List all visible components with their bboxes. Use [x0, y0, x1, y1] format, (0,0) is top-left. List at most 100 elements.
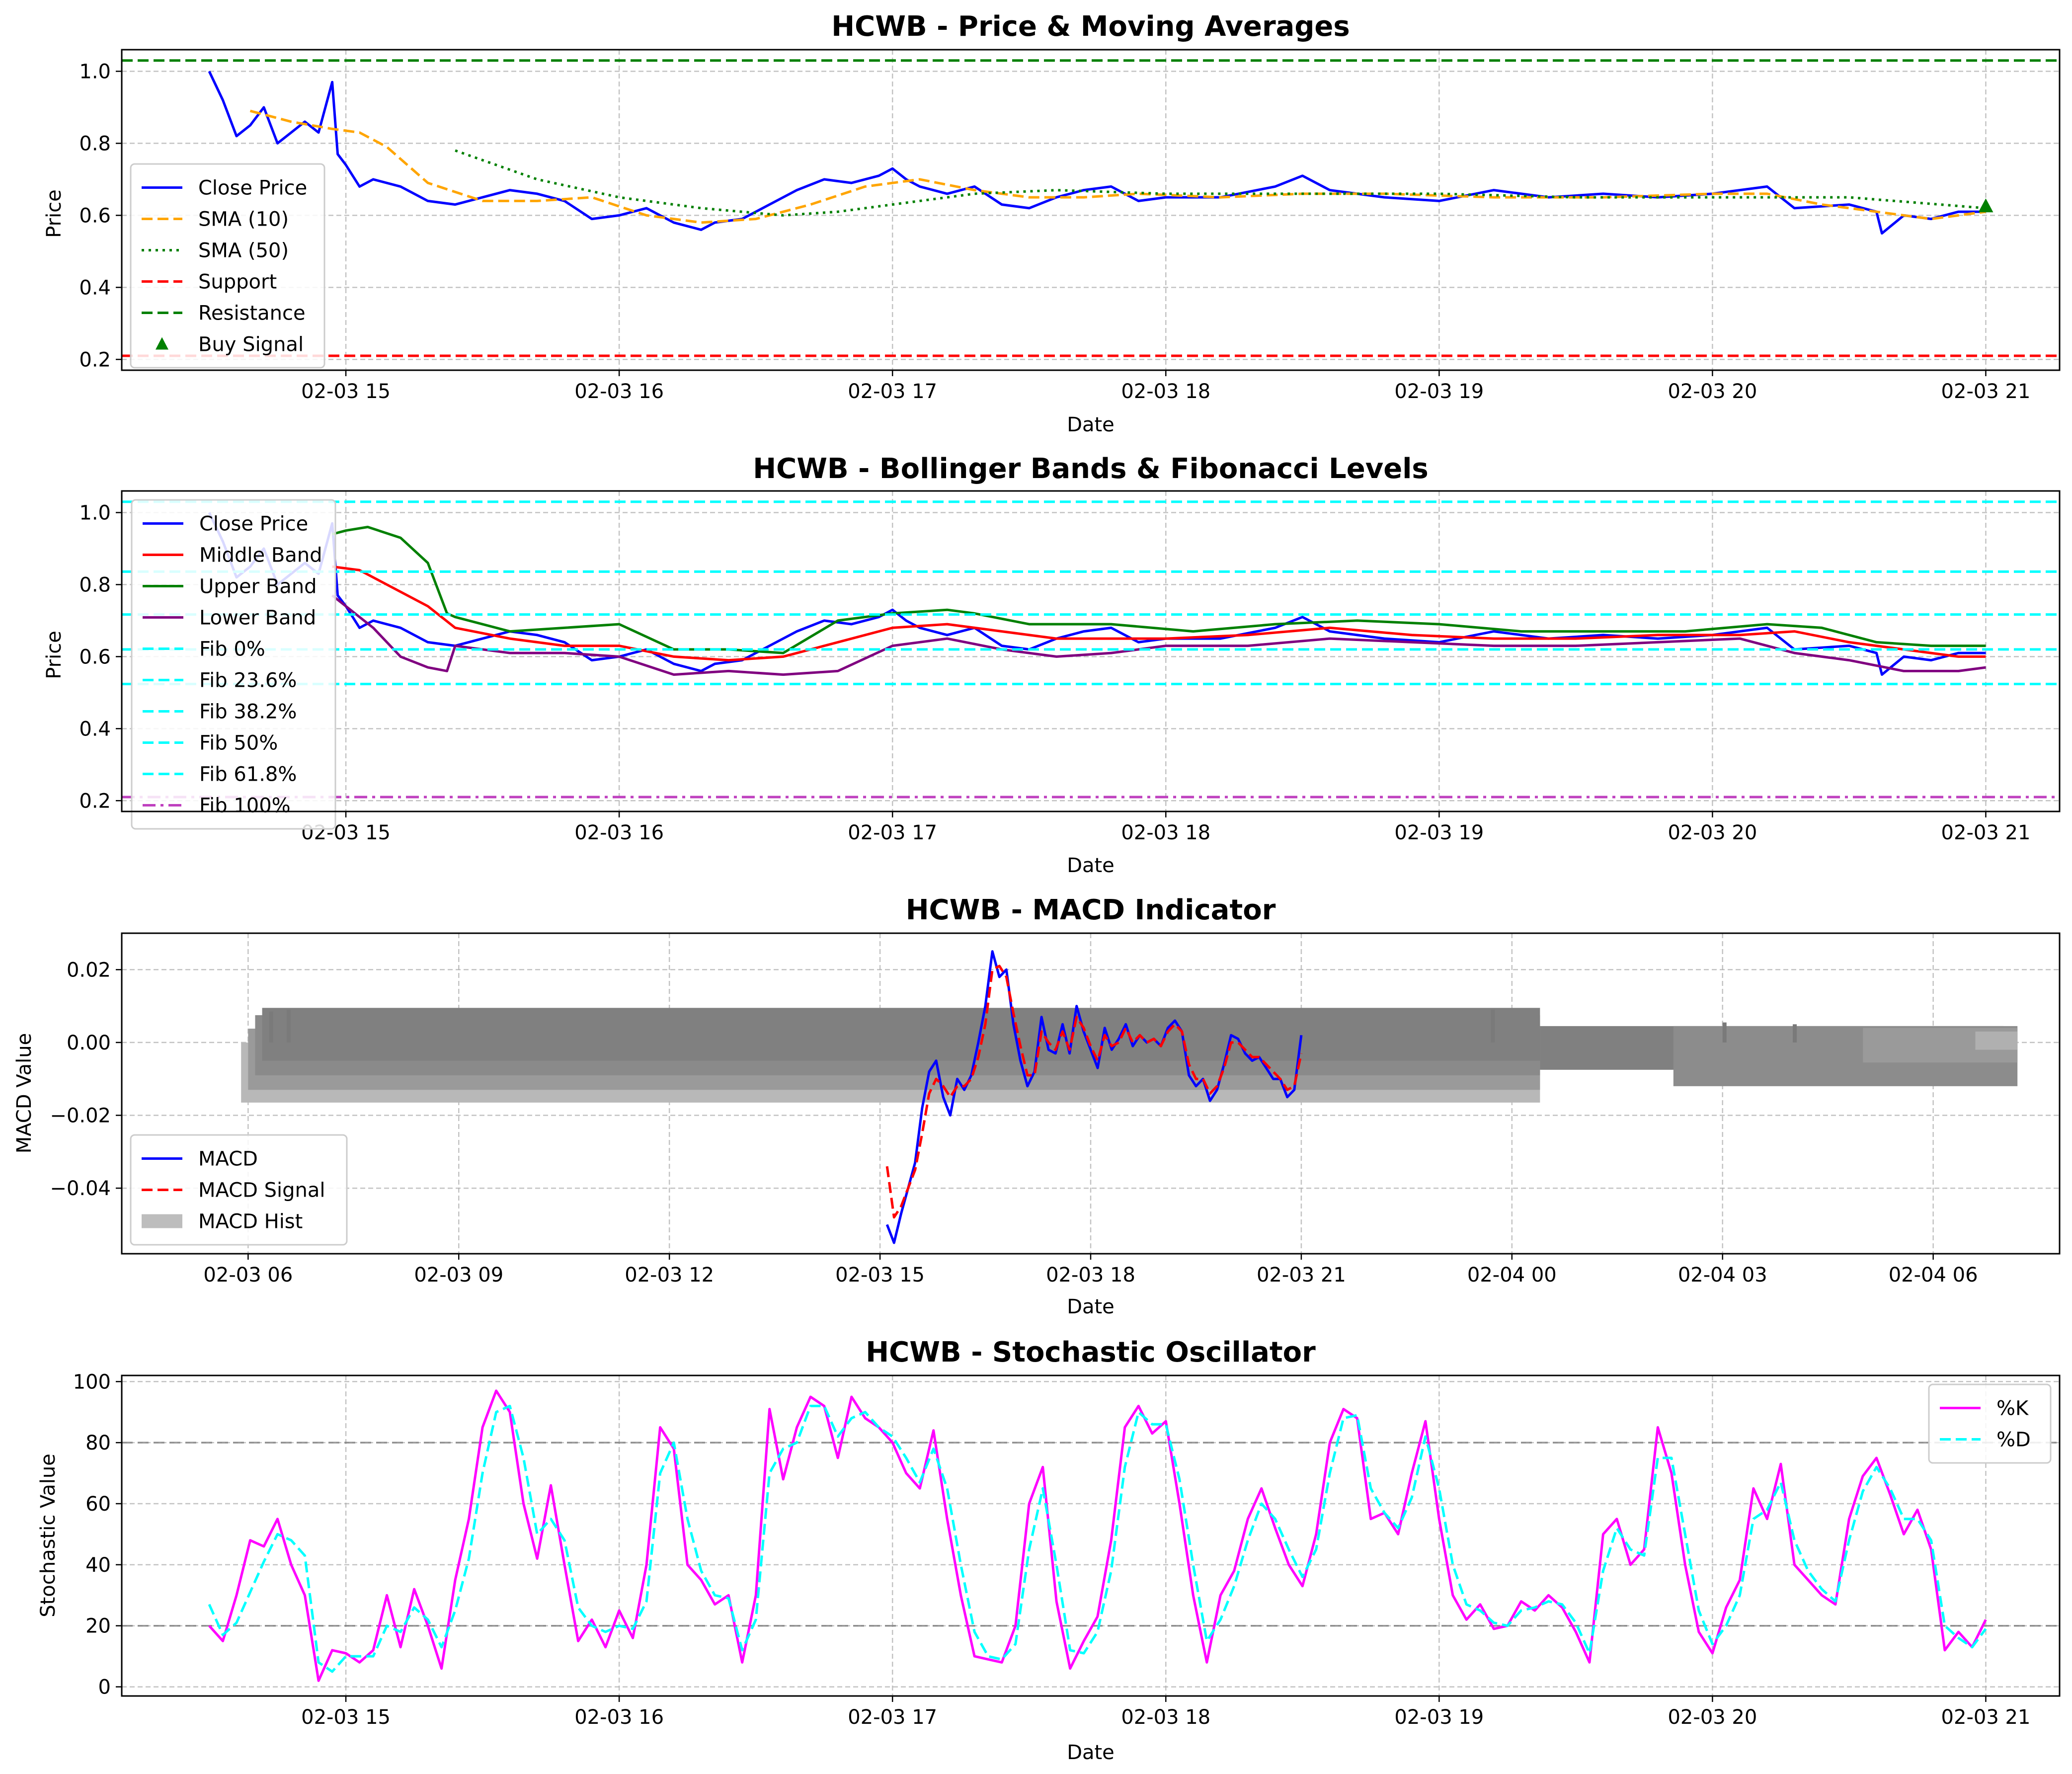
- macd-hist-bar: [1975, 1031, 2018, 1050]
- y-tick-label: 0.2: [79, 348, 111, 371]
- x-tick-label: 02-03 18: [1121, 1706, 1210, 1729]
- legend: MACD MACD Signal MACD Hist: [130, 1134, 348, 1246]
- y-tick-label: 20: [85, 1615, 111, 1638]
- x-tick-label: 02-03 18: [1046, 1264, 1135, 1287]
- panel-title: HCWB - MACD Indicator: [906, 894, 1276, 926]
- legend-label: Buy Signal: [198, 333, 304, 356]
- x-axis-label: Date: [1067, 413, 1115, 436]
- legend: Close Price Middle Band Upper Band Lower Ba…: [131, 499, 336, 830]
- y-tick-label: 60: [85, 1493, 111, 1516]
- x-tick-label: 02-03 20: [1668, 821, 1757, 844]
- y-tick-label: 0.8: [79, 573, 111, 596]
- grid: [122, 50, 2060, 370]
- price-moving-averages-panel: HCWB - Price & Moving Averages Date Pric…: [43, 10, 2061, 436]
- plot-area: [122, 59, 2060, 357]
- y-tick-label: 0.6: [79, 204, 111, 227]
- y-tick-label: 0.02: [67, 959, 111, 981]
- legend-box: [130, 163, 325, 369]
- x-tick-label: 02-03 18: [1121, 821, 1210, 844]
- y-tick-label: −0.04: [50, 1177, 111, 1200]
- x-axis-label: Date: [1067, 854, 1115, 877]
- panel-title: HCWB - Stochastic Oscillator: [866, 1336, 1316, 1369]
- x-tick-label: 02-04 03: [1678, 1264, 1767, 1287]
- x-tick-label: 02-03 20: [1668, 380, 1757, 403]
- axes-frame: [121, 932, 2061, 1255]
- legend-label: Fib 23.6%: [199, 669, 297, 692]
- x-axis-label: Date: [1067, 1741, 1115, 1764]
- x-tick-label: 02-03 17: [848, 821, 937, 844]
- y-tick-label: 80: [85, 1432, 111, 1454]
- macd-hist-bar: [1722, 1022, 1727, 1043]
- panel-title: HCWB - Bollinger Bands & Fibonacci Level…: [753, 453, 1428, 485]
- y-tick-label: 0.2: [79, 790, 111, 812]
- macd-hist-bar: [1793, 1024, 1797, 1043]
- x-tick-label: 02-03 17: [848, 1706, 937, 1729]
- x-tick-label: 02-03 06: [203, 1264, 293, 1287]
- legend-box: [1928, 1383, 2052, 1464]
- x-tick-label: 02-04 00: [1467, 1264, 1557, 1287]
- x-tick-label: 02-03 09: [414, 1264, 503, 1287]
- legend-label: Close Price: [199, 513, 308, 536]
- y-tick-label: 1.0: [79, 501, 111, 524]
- x-tick-label: 02-03 16: [574, 1706, 664, 1729]
- stochastic-panel: HCWB - Stochastic Oscillator Date Stocha…: [37, 1336, 2061, 1764]
- legend-label: MACD Hist: [198, 1210, 303, 1233]
- plot-area: [122, 1389, 2060, 1682]
- series-line-1: [885, 965, 1303, 1219]
- legend-label: Fib 0%: [199, 638, 265, 661]
- macd-panel: HCWB - MACD Indicator Date MACD Value 02…: [13, 894, 2061, 1318]
- axes-frame: [121, 49, 2061, 371]
- y-tick-label: 0.4: [79, 718, 111, 740]
- y-tick-label: 0.8: [79, 132, 111, 155]
- series-line-1: [249, 109, 1986, 224]
- x-tick-label: 02-03 19: [1394, 1706, 1484, 1729]
- x-tick-label: 02-03 21: [1941, 380, 2031, 403]
- macd-hist-bar: [269, 1011, 273, 1043]
- series-line-1: [208, 1404, 1987, 1673]
- y-axis-label: MACD Value: [13, 1033, 36, 1153]
- series-line-2: [455, 149, 1986, 217]
- legend-label: SMA (10): [198, 208, 289, 231]
- y-axis-label: Stochastic Value: [37, 1453, 60, 1617]
- bollinger-fibonacci-panel: HCWB - Bollinger Bands & Fibonacci Level…: [43, 453, 2061, 877]
- tick-labels: 02-03 15 02-03 16 02-03 17 02-03 18 02-03 19…: [79, 501, 2030, 844]
- x-tick-label: 02-04 06: [1889, 1264, 1978, 1287]
- macd-hist-bar: [262, 1008, 1540, 1061]
- x-tick-label: 02-03 21: [1257, 1264, 1346, 1287]
- series-line-0: [208, 1389, 1987, 1682]
- legend-label: Close Price: [198, 177, 307, 200]
- y-tick-label: 1.0: [79, 60, 111, 83]
- legend-label: Middle Band: [199, 544, 322, 567]
- x-tick-label: 02-03 15: [835, 1264, 925, 1287]
- y-tick-label: 100: [73, 1371, 111, 1393]
- x-tick-label: 02-03 21: [1941, 1706, 2031, 1729]
- y-tick-label: −0.02: [50, 1104, 111, 1127]
- panel-title: HCWB - Price & Moving Averages: [831, 10, 1350, 43]
- legend-swatch: [142, 1214, 182, 1228]
- legend-label: Upper Band: [199, 575, 317, 598]
- tick-labels: 02-03 06 02-03 09 02-03 12 02-03 15 02-03 18…: [50, 959, 1978, 1287]
- legend-swatch: [156, 337, 168, 350]
- x-tick-label: 02-03 19: [1394, 380, 1484, 403]
- series-line-0: [208, 71, 1986, 235]
- legend: %K %D: [1928, 1383, 2052, 1464]
- plot-area: [122, 500, 2060, 799]
- x-tick-label: 02-03 15: [301, 1706, 391, 1729]
- x-tick-label: 02-03 16: [574, 821, 664, 844]
- y-tick-label: 0.4: [79, 276, 111, 299]
- y-tick-label: 0.6: [79, 645, 111, 668]
- legend-label: Fib 61.8%: [199, 763, 297, 786]
- legend-box: [130, 1134, 348, 1246]
- series-line-3: [331, 594, 1986, 676]
- buy-signal-marker: [1978, 198, 1993, 213]
- legend-label: Lower Band: [199, 607, 316, 630]
- y-axis-label: Price: [43, 189, 66, 238]
- grid: [122, 491, 2060, 811]
- x-tick-label: 02-03 21: [1941, 821, 2031, 844]
- macd-hist-bar: [1491, 1009, 1495, 1043]
- legend-label: MACD Signal: [198, 1179, 325, 1202]
- x-tick-label: 02-03 17: [848, 380, 937, 403]
- y-tick-label: 40: [85, 1554, 111, 1577]
